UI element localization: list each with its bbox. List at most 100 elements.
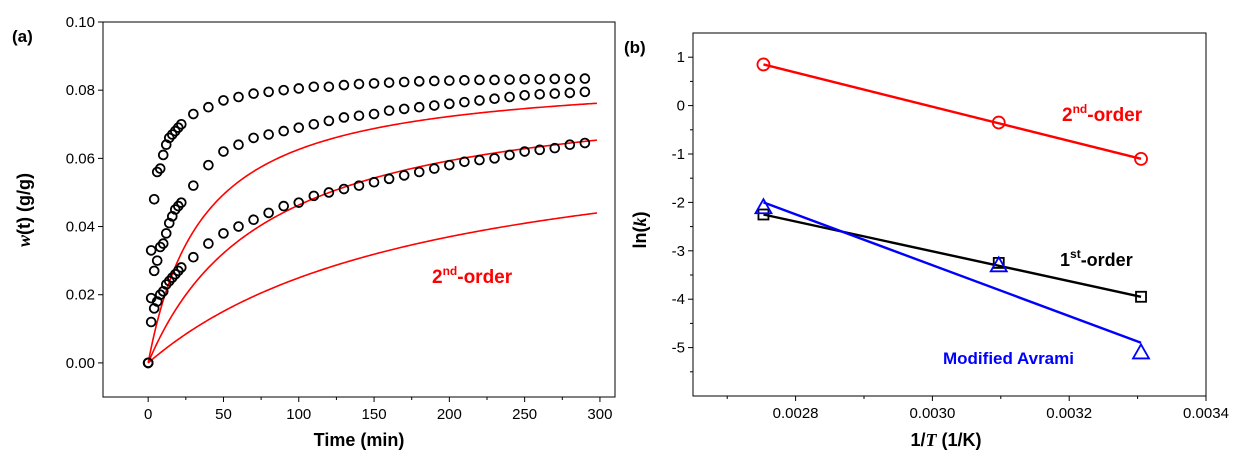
panel-b-fit-lines <box>763 63 1142 344</box>
data-point-series-1 <box>504 74 515 85</box>
data-point-series-2 <box>278 125 290 137</box>
panel-a-label: (a) <box>12 27 33 46</box>
data-point-circle <box>1134 151 1148 166</box>
data-point-triangle <box>989 255 1009 273</box>
data-point-series-2 <box>176 197 187 208</box>
panel-a-x-tick-label: 100 <box>286 406 311 423</box>
data-point-series-2 <box>218 146 229 157</box>
data-point-series-3 <box>519 146 530 157</box>
data-point-series-2 <box>504 91 515 103</box>
fit-curve-2 <box>147 139 598 364</box>
panel-b-x-axis-label: 1/T (1/K) <box>910 430 981 450</box>
data-point-series-1 <box>474 74 485 86</box>
data-point-series-2 <box>248 132 259 144</box>
panel-b-y-axis-label-post: ) <box>630 212 650 218</box>
data-point-series-2 <box>459 96 470 108</box>
panel-a-data-points <box>142 73 591 369</box>
panel-b-data-points <box>753 57 1151 360</box>
panel-a-x-axis-label: Time (min) <box>314 430 405 450</box>
data-point-series-3 <box>579 137 591 149</box>
data-point-series-1 <box>338 79 350 91</box>
data-point-series-3 <box>263 207 274 219</box>
data-point-series-1 <box>428 75 440 87</box>
data-point-series-2 <box>549 88 561 99</box>
panel-a-y-tick-label: 0.10 <box>66 14 95 31</box>
data-point-series-3 <box>444 159 455 171</box>
panel-b-x-tick-label: 0.0030 <box>909 405 955 422</box>
panel-b-x-tick-label: 0.0032 <box>1046 405 1092 422</box>
panel-b-y-tick-label: -3 <box>672 243 685 260</box>
fit-line-series-3 <box>763 201 1142 344</box>
data-point-series-1 <box>308 81 320 93</box>
panel-b-x-axis-label-italic: T <box>926 430 938 450</box>
panel-a-annotation-base: 2 <box>432 267 443 288</box>
panel-b-x-axis-label-post: (1/K) <box>937 430 982 450</box>
data-point-series-1 <box>549 73 561 85</box>
data-point-circle <box>756 57 771 72</box>
data-point-series-1 <box>278 84 290 96</box>
data-point-series-1 <box>383 77 395 88</box>
panel-b-ticks: 0.0028 0.0030 0.0032 0.0034 -5 -4 -3 -2 -1 0 1 <box>672 49 1229 422</box>
data-point-series-2 <box>474 95 485 106</box>
series-label-modified-avrami: Modified Avrami <box>943 349 1074 368</box>
data-point-series-2 <box>444 98 455 110</box>
panel-a-x-tick-label: 50 <box>215 406 232 423</box>
panel-b-y-tick-label: -2 <box>672 194 685 211</box>
panel-a-y-tick-label: 0.02 <box>66 287 95 304</box>
panel-b-x-tick-label: 0.0028 <box>773 405 819 422</box>
fit-line-series-1 <box>763 63 1142 161</box>
data-point-series-2 <box>157 238 169 249</box>
series-label-2nd-order-base: 2 <box>1062 105 1073 126</box>
data-point-series-2 <box>263 129 274 140</box>
series-label-1st-order: 1st-order <box>1060 247 1133 270</box>
series-label-1st-order-rest: -order <box>1081 250 1133 270</box>
data-point-series-2 <box>293 122 305 133</box>
data-point-series-3 <box>353 180 365 191</box>
data-point-series-1 <box>489 74 500 86</box>
panel-a-y-axis-label: w(t) (g/g) <box>14 173 34 247</box>
data-point-series-1 <box>459 74 470 86</box>
data-point-square <box>1135 290 1147 303</box>
panel-b-y-tick-label: -5 <box>672 340 685 357</box>
panel-a-x-tick-label: 250 <box>512 406 537 423</box>
panel-a-y-tick-label: 0.04 <box>66 219 95 236</box>
panel-a-annotation-rest: -order <box>457 267 513 288</box>
data-point-series-2 <box>338 112 350 123</box>
panel-a: 0 50 100 150 200 250 300 0.00 0.02 0.04 0.06 0.08 0.… <box>12 14 616 450</box>
data-point-series-3 <box>142 357 154 369</box>
fit-curve-1 <box>147 102 597 364</box>
series-label-2nd-order: 2nd-order <box>1062 102 1143 126</box>
data-point-series-3 <box>188 251 199 263</box>
data-point-series-3 <box>176 262 187 273</box>
data-point-series-2 <box>564 87 576 99</box>
data-point-series-2 <box>428 100 440 111</box>
panel-a-y-axis-label-italic: w <box>14 234 34 247</box>
data-point-series-1 <box>263 86 274 98</box>
data-point-series-1 <box>413 76 425 87</box>
data-point-series-2 <box>308 118 320 130</box>
data-point-triangle <box>1131 342 1151 360</box>
series-label-2nd-order-sup: nd <box>1073 102 1088 116</box>
panel-a-frame <box>102 21 616 398</box>
panel-a-y-tick-label: 0.08 <box>66 82 95 99</box>
data-point-series-2 <box>148 265 160 277</box>
panel-a-ticks: 0 50 100 150 200 250 300 0.00 0.02 0.04 0.06 0.08 0.… <box>66 14 613 423</box>
data-point-series-1 <box>203 101 214 113</box>
data-point-series-3 <box>413 166 425 178</box>
panel-b-label: (b) <box>624 38 646 57</box>
data-point-series-2 <box>203 159 214 171</box>
data-point-series-3 <box>504 149 515 161</box>
data-point-series-3 <box>278 200 290 212</box>
panel-b: 0.0028 0.0030 0.0032 0.0034 -5 -4 -3 -2 -1 0 1 (b)… <box>624 32 1229 450</box>
data-point-series-1 <box>176 118 187 130</box>
panel-b-x-axis-label-pre: 1/ <box>910 430 925 450</box>
data-point-series-2 <box>323 115 335 127</box>
data-point-series-2 <box>489 93 500 105</box>
data-point-series-2 <box>383 105 395 116</box>
data-point-series-2 <box>368 108 380 120</box>
data-point-series-2 <box>151 255 163 266</box>
data-point-circle <box>991 115 1006 130</box>
data-point-series-1 <box>145 245 157 256</box>
data-point-series-1 <box>218 95 229 106</box>
